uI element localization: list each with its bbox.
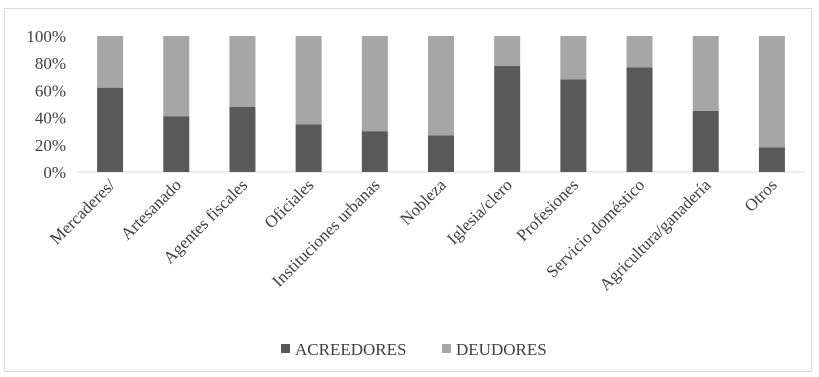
y-tick-label: 100% [26,27,66,46]
x-category-label: Agricultura/ganadería [596,175,715,294]
bar-deudores-4 [361,36,388,132]
bar-deudores-3 [295,36,322,125]
bar-deudores-7 [560,36,587,80]
bar-deudores-10 [758,36,785,148]
legend-label-acreedores: ACREEDORES [295,340,406,359]
x-category-label: Otros [741,175,781,215]
x-category-label: Profesiones [513,175,583,245]
legend-swatch-acreedores [281,344,290,353]
bar-acreedores-9 [692,110,719,172]
legend-swatch-deudores [442,344,451,353]
y-tick-label: 20% [35,136,66,155]
bar-acreedores-6 [494,65,521,172]
x-category-label: Nobleza [396,175,450,229]
bar-deudores-6 [494,36,521,66]
x-category-label: Oficiales [261,175,318,232]
legend: ACREEDORES DEUDORES [281,340,547,359]
bar-acreedores-3 [295,124,322,172]
bar-acreedores-4 [361,131,388,172]
bar-acreedores-5 [428,135,454,172]
bar-acreedores-0 [97,87,124,172]
bar-acreedores-2 [229,106,256,172]
bar-deudores-5 [428,36,454,136]
y-tick-label: 40% [35,109,66,128]
y-tick-label: 0% [43,163,66,182]
bar-deudores-9 [692,36,719,111]
y-tick-label: 80% [35,54,66,73]
bar-deudores-2 [229,36,256,107]
bar-acreedores-1 [163,116,190,172]
bar-deudores-8 [626,36,653,68]
x-category-label: Mercaderes/ [46,175,119,248]
chart-frame [4,8,812,372]
bar-acreedores-8 [626,67,653,172]
y-axis-ticks: 0% 20% 40% 60% 80% 100% [26,27,66,182]
y-tick-label: 60% [35,81,66,100]
bar-deudores-0 [97,36,124,88]
bar-deudores-1 [163,36,190,117]
bar-acreedores-10 [758,147,785,172]
bars [97,36,785,172]
x-category-label: Iglesia/clero [443,175,516,248]
legend-label-deudores: DEUDORES [456,340,547,359]
bar-acreedores-7 [560,79,587,172]
x-category-label: Artesanado [117,175,185,243]
